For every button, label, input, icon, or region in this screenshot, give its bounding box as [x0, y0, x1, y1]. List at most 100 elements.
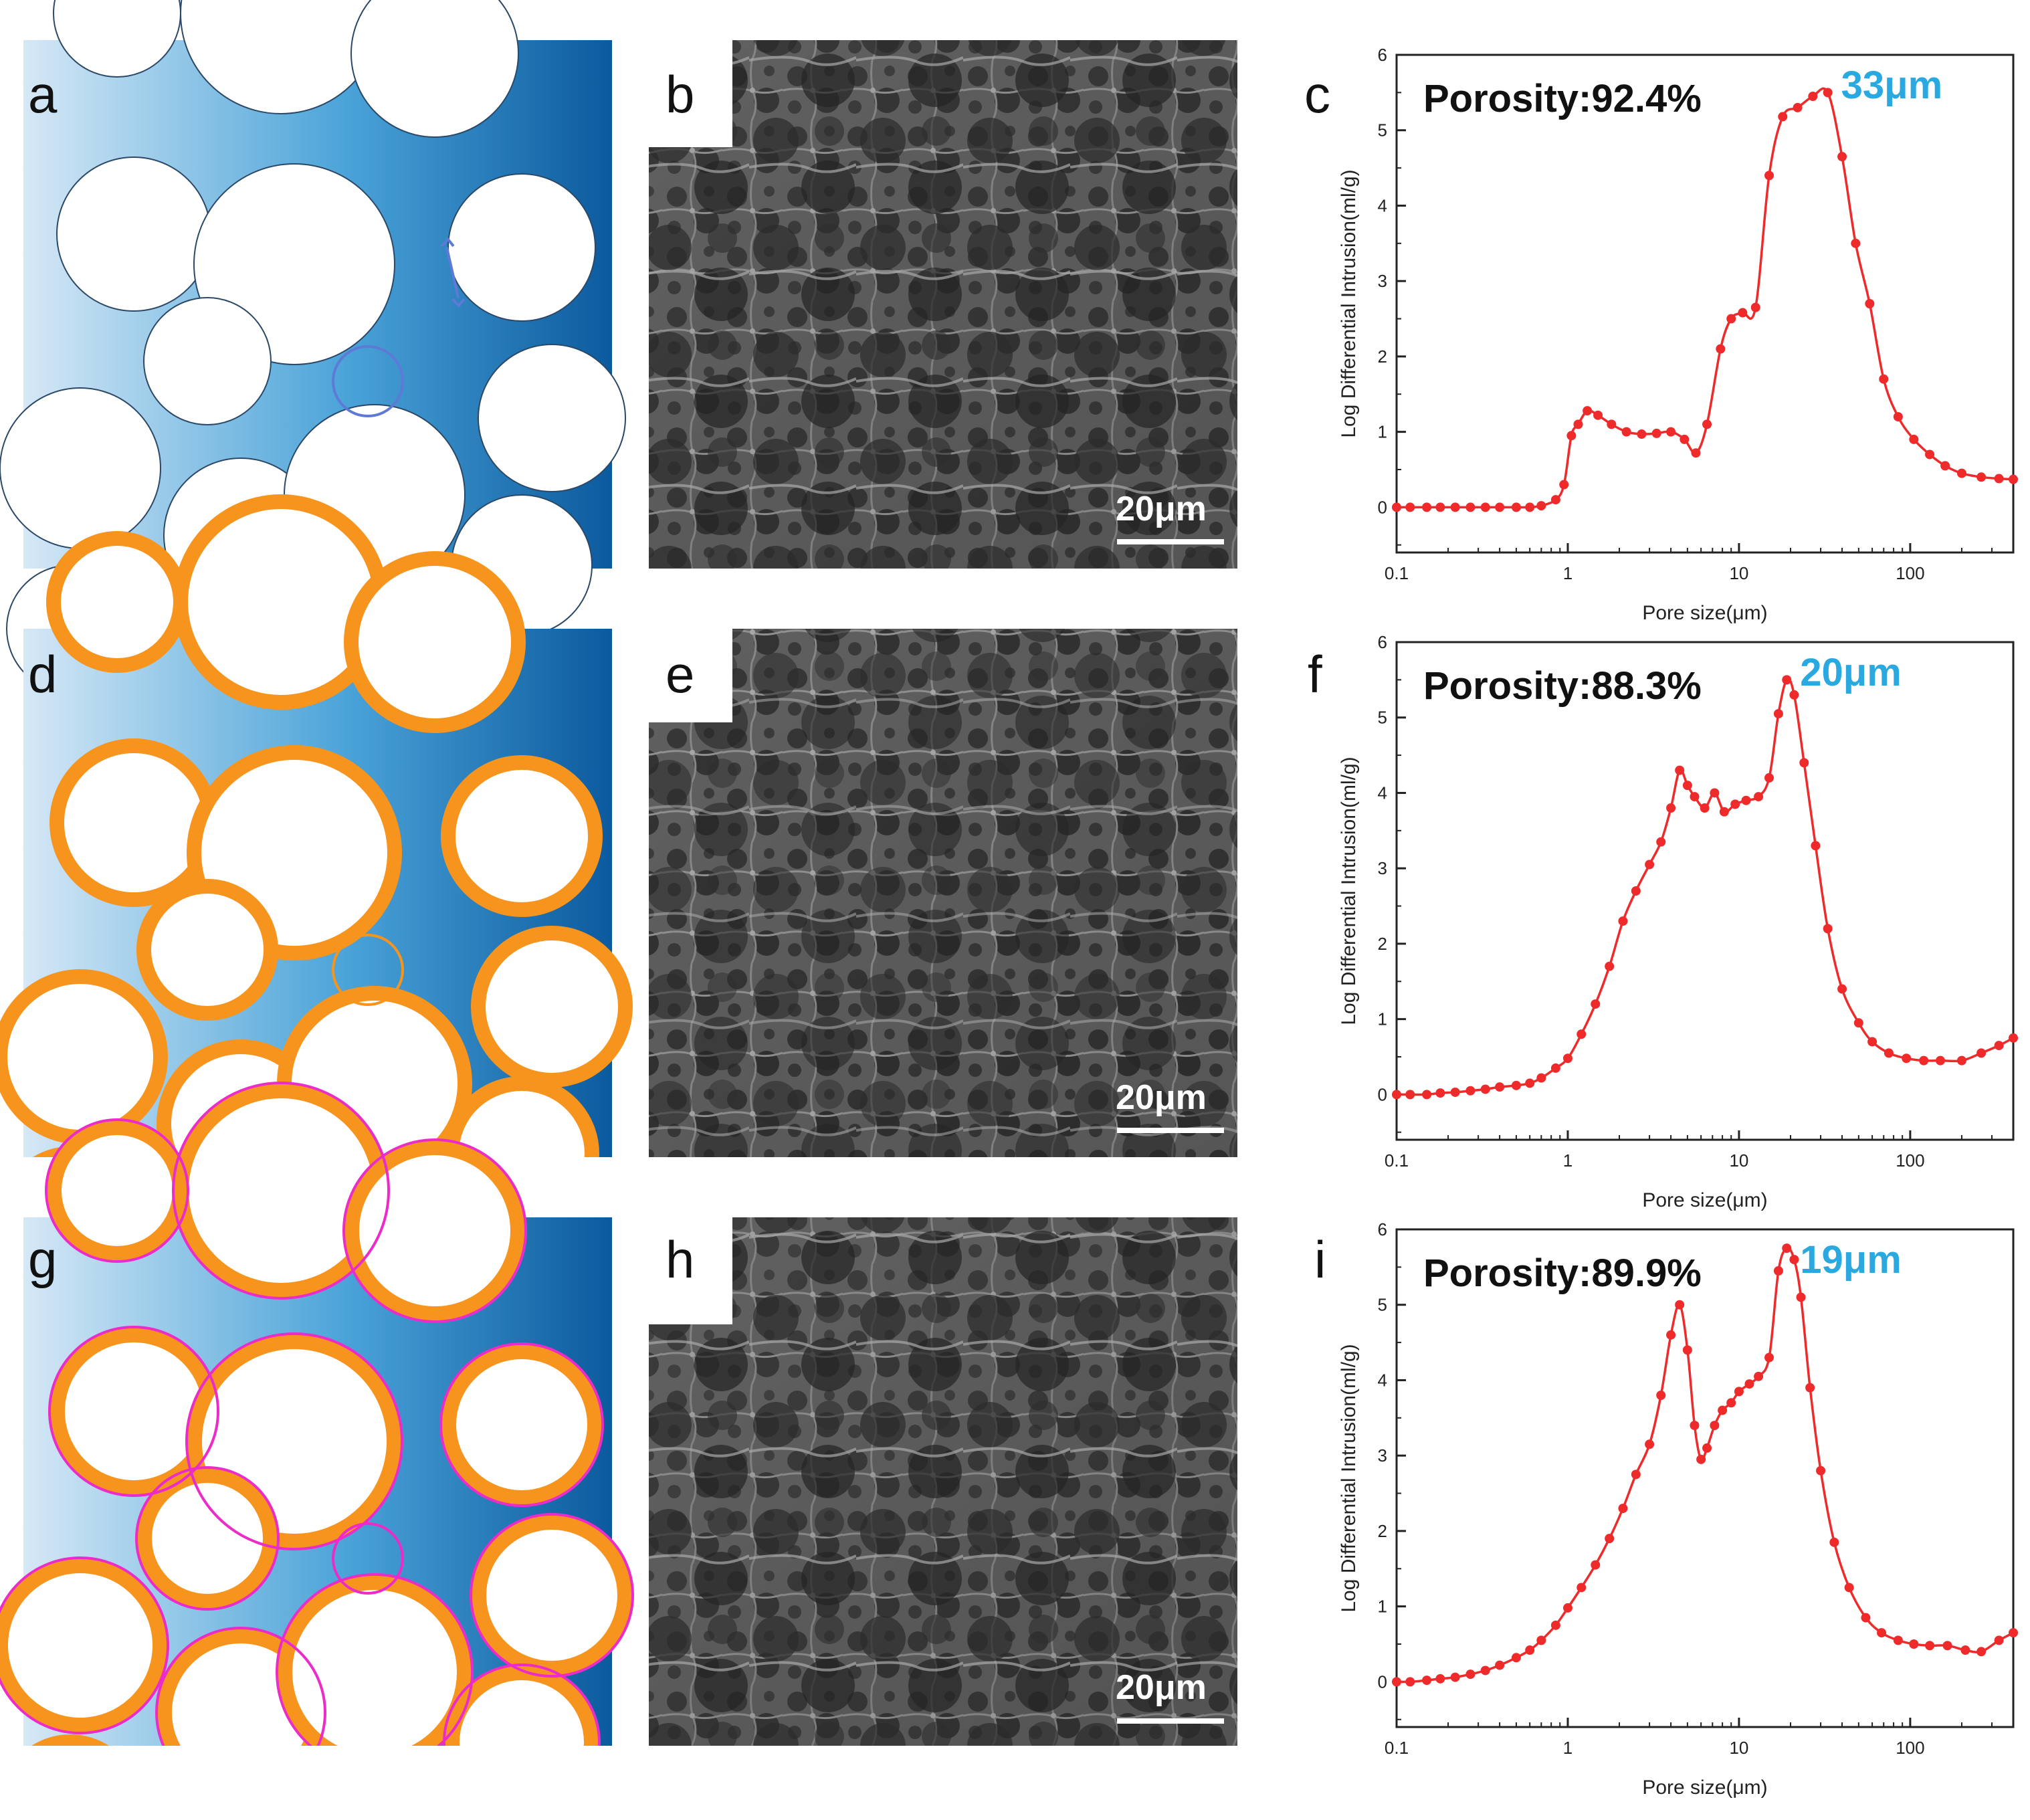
data-point: [1618, 1504, 1628, 1514]
data-point: [1782, 675, 1792, 685]
y-tick-label: 5: [1378, 1295, 1387, 1315]
data-point: [1675, 765, 1685, 775]
data-point: [1605, 961, 1615, 971]
data-point: [1844, 1583, 1854, 1593]
x-tick-label: 100: [1896, 563, 1924, 583]
data-point: [1976, 472, 1987, 482]
data-point: [1631, 1470, 1641, 1480]
y-tick-label: 6: [1378, 45, 1387, 65]
data-point: [1808, 92, 1818, 101]
data-point: [1829, 1537, 1839, 1547]
data-point: [1884, 1048, 1894, 1058]
x-tick-label: 1: [1563, 563, 1572, 583]
data-point: [1793, 102, 1803, 112]
data-point: [1550, 1620, 1560, 1630]
y-tick-label: 3: [1378, 858, 1387, 878]
panel-label-i: i: [1314, 1230, 1326, 1289]
peak-label: 33μm: [1841, 64, 1943, 107]
data-point: [1450, 1672, 1460, 1682]
data-point: [1495, 1082, 1505, 1092]
data-point: [1837, 984, 1847, 994]
data-point: [1591, 999, 1601, 1009]
data-point: [1435, 502, 1445, 512]
sem-panel-h: [642, 1214, 1237, 1746]
panel-label-h: h: [666, 1230, 694, 1289]
y-tick-label: 1: [1378, 1009, 1387, 1029]
data-point: [2009, 1033, 2018, 1043]
data-point: [1867, 1037, 1877, 1047]
data-point: [1919, 1055, 1929, 1066]
data-point: [1925, 449, 1935, 460]
data-point: [1682, 781, 1692, 791]
data-point: [1726, 314, 1736, 324]
data-point: [1726, 1398, 1736, 1408]
data-point: [1754, 792, 1764, 802]
data-point: [1666, 1330, 1676, 1340]
data-point: [1573, 419, 1583, 429]
pore-size-chart-i: 0.1 1 10 100 0 1 2 3 4 5 6 Pore size(μm) Log Differe…: [1338, 1219, 2018, 1799]
data-point: [1716, 344, 1726, 354]
neck-highlight: [332, 934, 404, 1006]
y-tick-label: 3: [1378, 271, 1387, 291]
y-tick-label: 5: [1378, 708, 1387, 728]
data-point: [1690, 1421, 1700, 1431]
panel-label-g: g: [28, 1230, 57, 1289]
data-point: [1422, 1676, 1432, 1686]
data-point: [1773, 709, 1783, 719]
x-tick-label: 0.1: [1385, 1150, 1409, 1171]
data-point: [1422, 502, 1432, 512]
data-point: [1450, 1087, 1460, 1097]
data-point: [1940, 461, 1950, 471]
y-tick-label: 2: [1378, 346, 1387, 367]
data-point: [1536, 1635, 1546, 1645]
data-point: [1536, 1073, 1546, 1083]
data-point: [1392, 1677, 1401, 1687]
data-point: [1811, 841, 1821, 851]
data-point: [1495, 502, 1505, 512]
data-point: [1796, 1292, 1806, 1302]
data-point: [1719, 807, 1729, 817]
data-point: [1511, 1653, 1521, 1663]
data-point: [1465, 1086, 1476, 1096]
sem-panel-e: [642, 625, 1237, 1157]
data-point: [1651, 428, 1661, 438]
data-point: [1789, 690, 1799, 700]
data-point: [1718, 1405, 1728, 1415]
data-point: [1666, 427, 1676, 437]
data-point: [1450, 502, 1460, 512]
data-point: [1562, 1053, 1572, 1064]
pore-size-chart-f: 0.1 1 10 100 0 1 2 3 4 5 6 Pore size(μm) Log Differe…: [1338, 632, 2018, 1211]
y-axis-label: Log Differential Intrusion(ml/g): [1338, 756, 1360, 1025]
data-point: [1764, 773, 1774, 783]
data-point: [1656, 837, 1666, 847]
data-point: [1422, 1090, 1432, 1100]
data-point: [1750, 302, 1760, 312]
data-point: [1675, 1300, 1685, 1310]
schematic-panel-g: [0, 1082, 634, 1820]
x-tick-label: 10: [1729, 563, 1748, 583]
data-point: [1591, 1560, 1601, 1570]
data-point: [1956, 1055, 1966, 1066]
data-point: [2009, 474, 2018, 484]
peak-label: 19μm: [1800, 1238, 1902, 1282]
y-tick-label: 1: [1378, 1597, 1387, 1617]
data-point: [1734, 1387, 1744, 1397]
data-point: [1925, 1641, 1935, 1651]
scale-bar-label: 20μm: [1116, 490, 1207, 528]
data-point: [1511, 1080, 1521, 1090]
y-axis-label: Log Differential Intrusion(ml/g): [1338, 169, 1360, 437]
data-point: [1865, 299, 1875, 308]
y-tick-label: 4: [1378, 1370, 1387, 1390]
x-tick-label: 100: [1896, 1738, 1924, 1758]
x-tick-label: 1: [1563, 1150, 1572, 1171]
data-point: [1605, 1534, 1615, 1544]
y-tick-label: 6: [1378, 632, 1387, 652]
data-point: [1805, 1383, 1815, 1393]
data-point: [1902, 1053, 1912, 1064]
data-point: [1710, 788, 1720, 798]
data-point: [1465, 1670, 1476, 1680]
data-point: [1702, 1443, 1712, 1453]
y-tick-label: 0: [1378, 1084, 1387, 1104]
data-point: [1480, 502, 1490, 512]
x-axis-label: Pore size(μm): [1642, 1189, 1767, 1211]
